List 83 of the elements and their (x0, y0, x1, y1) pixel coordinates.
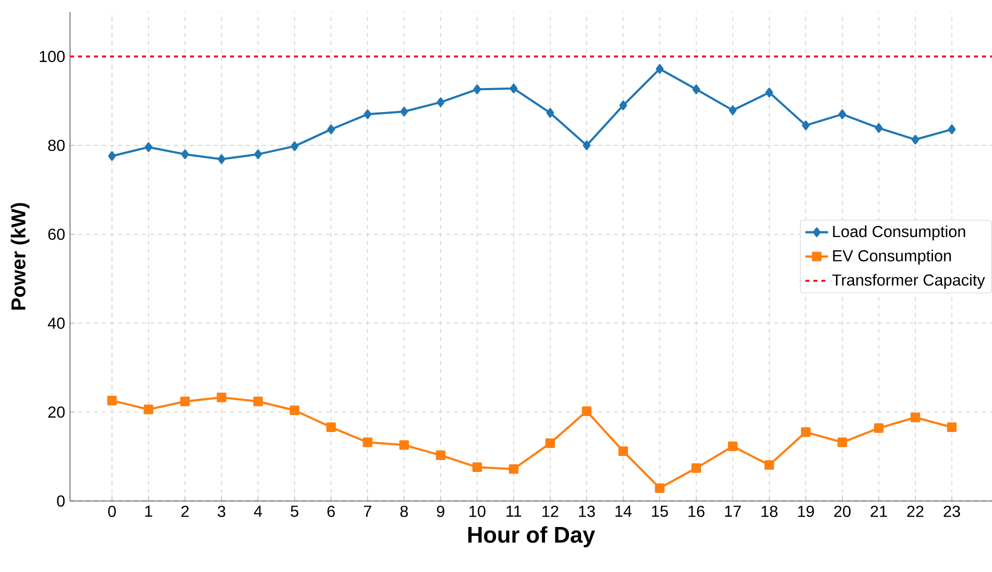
point (838, 109, 846, 120)
y-tick-label: 100 (40, 50, 65, 62)
x-tick-label: 9 (436, 506, 444, 518)
point (218, 154, 226, 164)
x-tick-label: 22 (907, 506, 924, 517)
point (948, 124, 956, 134)
point (656, 64, 664, 74)
point (108, 151, 116, 161)
point (800, 427, 811, 437)
point (254, 149, 262, 160)
point (181, 149, 189, 160)
point (327, 124, 335, 134)
x-tick-label: 16 (688, 506, 704, 518)
point (508, 464, 518, 474)
point (764, 460, 774, 470)
x-axis-title: Hour of Day (468, 526, 596, 548)
x-tick-label: 8 (400, 506, 408, 518)
point (400, 106, 408, 116)
point (582, 140, 591, 150)
x-tick-label: 3 (218, 506, 226, 518)
point (582, 406, 592, 416)
point (364, 109, 372, 120)
point (874, 123, 883, 133)
point (837, 438, 848, 448)
point (911, 134, 920, 144)
point (144, 142, 152, 152)
x-tick-label: 17 (725, 506, 741, 517)
point (728, 105, 737, 116)
legend-label: Transformer Capacity (832, 274, 986, 289)
point (874, 423, 884, 433)
legend-label: Load Consumption (833, 225, 966, 240)
x-tick-label: 7 (364, 506, 372, 517)
x-tick-label: 20 (834, 506, 851, 518)
point (728, 442, 738, 452)
x-tick-label: 13 (579, 506, 595, 518)
x-tick-label: 23 (944, 506, 960, 518)
x-tick-label: 10 (469, 506, 486, 518)
y-tick-label: 60 (48, 228, 65, 240)
x-tick-label: 15 (652, 506, 668, 517)
y-tick-label: 80 (48, 140, 65, 152)
y-axis-title: Power (kW) (10, 203, 30, 310)
x-tick-label: 21 (870, 506, 887, 517)
x-tick-label: 18 (762, 506, 778, 518)
y-tick-label: 0 (57, 495, 65, 507)
point (619, 100, 628, 110)
point (290, 406, 300, 416)
point (326, 422, 336, 432)
point (472, 462, 482, 472)
legend-label: EV Consumption (833, 250, 951, 265)
point (144, 404, 154, 414)
point (436, 450, 446, 460)
x-tick-label: 1 (145, 506, 152, 517)
point (546, 108, 554, 118)
point (765, 88, 774, 98)
x-tick-label: 6 (327, 506, 335, 518)
y-tick-label: 20 (48, 406, 65, 418)
x-tick-label: 2 (181, 506, 189, 517)
point (436, 97, 445, 108)
point (654, 483, 665, 493)
x-tick-label: 19 (798, 506, 814, 518)
x-tick-label: 5 (290, 506, 298, 517)
point (362, 438, 372, 448)
point (802, 120, 810, 130)
point (107, 396, 117, 406)
point (692, 84, 700, 94)
point (510, 84, 518, 94)
x-tick-label: 12 (542, 506, 558, 517)
x-tick-label: 0 (108, 506, 116, 518)
point (910, 412, 920, 422)
point (253, 396, 263, 406)
point (180, 396, 190, 406)
x-tick-label: 11 (506, 506, 522, 517)
point (290, 141, 298, 152)
point (947, 422, 957, 432)
point (399, 440, 409, 450)
point (545, 438, 555, 448)
x-tick-label: 4 (254, 506, 262, 517)
point (618, 446, 628, 456)
point (216, 392, 226, 402)
point (691, 463, 702, 473)
y-tick-label: 40 (48, 318, 65, 329)
x-tick-label: 14 (616, 506, 632, 517)
point (473, 84, 482, 94)
